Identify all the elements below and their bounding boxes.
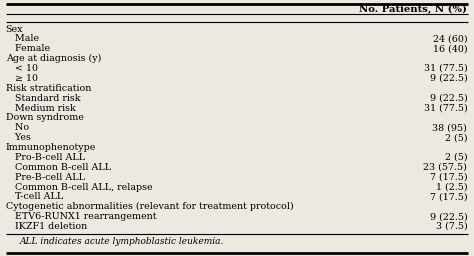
Text: Female: Female — [6, 44, 50, 53]
Text: 23 (57.5): 23 (57.5) — [423, 163, 467, 172]
Text: Medium risk: Medium risk — [6, 103, 75, 113]
Text: Common B-cell ALL, relapse: Common B-cell ALL, relapse — [6, 183, 152, 191]
Text: Risk stratification: Risk stratification — [6, 84, 91, 93]
Text: ≥ 10: ≥ 10 — [6, 74, 38, 83]
Text: Cytogenetic abnormalities (relevant for treatment protocol): Cytogenetic abnormalities (relevant for … — [6, 202, 293, 211]
Text: Sex: Sex — [6, 25, 23, 34]
Text: Immunophenotype: Immunophenotype — [6, 143, 96, 152]
Text: 9 (22.5): 9 (22.5) — [429, 212, 467, 221]
Text: Male: Male — [6, 34, 39, 44]
Text: 16 (40): 16 (40) — [433, 44, 467, 53]
Text: No. Patients, N (%): No. Patients, N (%) — [359, 4, 467, 14]
Text: 24 (60): 24 (60) — [433, 34, 467, 44]
Text: Pro-B-cell ALL: Pro-B-cell ALL — [6, 153, 85, 162]
Text: 2 (5): 2 (5) — [445, 153, 467, 162]
Text: 1 (2.5): 1 (2.5) — [436, 183, 467, 191]
Text: 7 (17.5): 7 (17.5) — [430, 193, 467, 201]
Text: < 10: < 10 — [6, 64, 38, 73]
Text: Standard risk: Standard risk — [6, 94, 80, 103]
Text: Age at diagnosis (y): Age at diagnosis (y) — [6, 54, 101, 63]
Text: Common B-cell ALL: Common B-cell ALL — [6, 163, 111, 172]
Text: 9 (22.5): 9 (22.5) — [429, 74, 467, 83]
Text: 31 (77.5): 31 (77.5) — [424, 103, 467, 113]
Text: 2 (5): 2 (5) — [445, 133, 467, 142]
Text: T-cell ALL: T-cell ALL — [6, 193, 63, 201]
Text: ETV6-RUNX1 rearrangement: ETV6-RUNX1 rearrangement — [6, 212, 156, 221]
Text: 9 (22.5): 9 (22.5) — [429, 94, 467, 103]
Text: Yes: Yes — [6, 133, 30, 142]
Text: No: No — [6, 123, 29, 132]
Text: 3 (7.5): 3 (7.5) — [436, 222, 467, 231]
Text: Down syndrome: Down syndrome — [6, 113, 83, 122]
Text: IKZF1 deletion: IKZF1 deletion — [6, 222, 87, 231]
Text: 7 (17.5): 7 (17.5) — [430, 173, 467, 182]
Text: ALL indicates acute lymphoblastic leukemia.: ALL indicates acute lymphoblastic leukem… — [20, 237, 224, 247]
Text: 31 (77.5): 31 (77.5) — [424, 64, 467, 73]
Text: 38 (95): 38 (95) — [432, 123, 467, 132]
Text: Pre-B-cell ALL: Pre-B-cell ALL — [6, 173, 85, 182]
